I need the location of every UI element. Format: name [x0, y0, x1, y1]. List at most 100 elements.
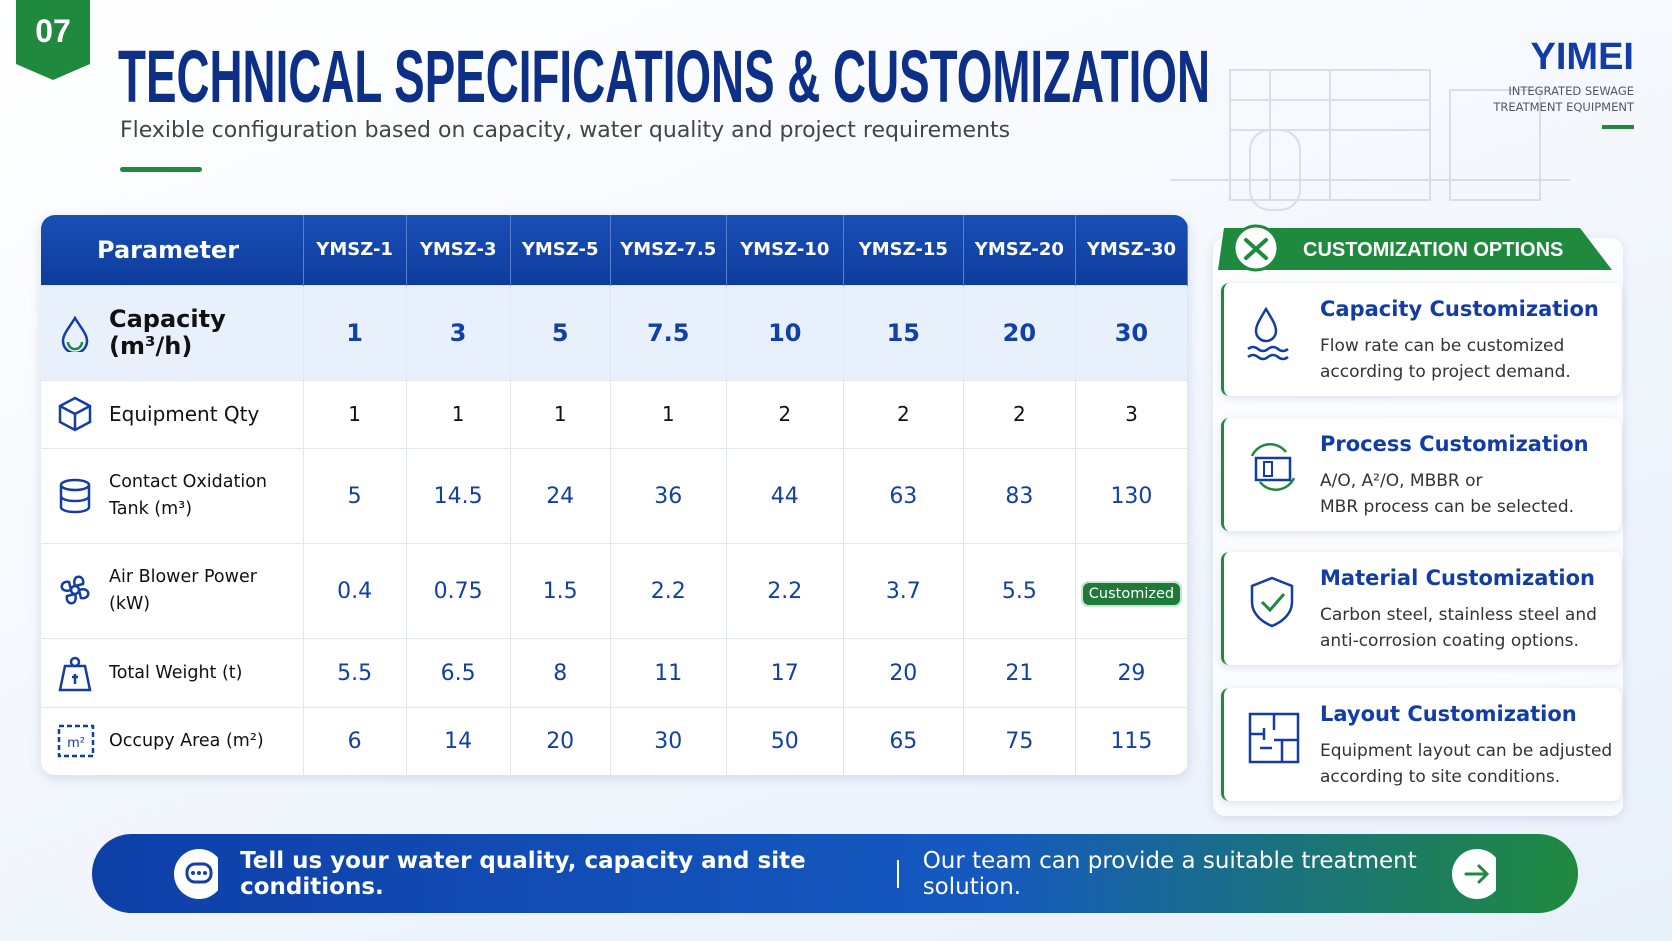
value: 7.5 — [646, 318, 690, 347]
option-card: Capacity Customization Flow rate can be c… — [1221, 283, 1621, 396]
row-label-cell: m² Occupy Area (m²) — [41, 706, 304, 775]
value-cell: 0.4 — [303, 543, 407, 639]
value: 29 — [1117, 660, 1146, 686]
row-label-cell: Equipment Qty — [41, 379, 304, 449]
value-cell: 30 — [1075, 284, 1188, 381]
icon-part — [1260, 593, 1286, 613]
row-label-text: Equipment Qty — [109, 401, 260, 426]
value-cell: 3 — [1075, 379, 1188, 449]
value-cell: 21 — [963, 638, 1076, 708]
row-label-text: Contact Oxidation Tank (m³) — [109, 472, 267, 520]
column-header: YMSZ-10 — [726, 215, 844, 285]
row-icon: m² — [57, 725, 95, 758]
value-cell: 8 — [510, 638, 611, 708]
column-header: YMSZ-1 — [303, 215, 407, 285]
row-icon — [61, 315, 89, 352]
value-cell: 50 — [726, 706, 844, 775]
icon-part: m² — [67, 736, 85, 751]
value-cell: 1 — [303, 284, 407, 381]
value-cell: 75 — [963, 706, 1076, 775]
icon-part — [72, 674, 78, 685]
value: 20 — [1002, 318, 1037, 347]
icon-part — [58, 396, 92, 432]
description-line: Flow rate can be customized — [1320, 336, 1565, 356]
value: 20 — [546, 728, 575, 754]
value-cell: 2.2 — [726, 543, 844, 639]
row-label: Equipment Qty — [57, 395, 302, 433]
divider — [896, 859, 899, 888]
brand-tagline-1: INTEGRATED SEWAGE — [1508, 84, 1634, 98]
table-row: Contact Oxidation Tank (m³) 5 14.5 24 36 44 63… — [41, 448, 1188, 544]
value: 0.4 — [337, 578, 373, 604]
value: 3.7 — [885, 578, 921, 604]
option-description: A/O, A²/O, MBBR or MBR process can be sel… — [1320, 468, 1574, 520]
row-label-text: Total Weight (t) — [109, 662, 243, 683]
subtitle: Flexible configuration based on capacity… — [120, 118, 1011, 143]
value: 5 — [551, 318, 569, 347]
row-label: Contact Oxidation Tank (m³) — [57, 469, 302, 523]
column-header: YMSZ-30 — [1075, 215, 1188, 285]
value: 0.75 — [433, 578, 483, 604]
option-icon — [1248, 712, 1300, 764]
value: 1 — [661, 402, 675, 427]
value: 6 — [347, 728, 362, 754]
icon-part — [1263, 461, 1273, 477]
value-cell: 20 — [963, 284, 1076, 381]
description-line: anti-corrosion coating options. — [1320, 631, 1579, 651]
value-cell: 83 — [963, 448, 1076, 544]
value-cell: 3 — [406, 284, 511, 381]
value: 2.2 — [767, 578, 803, 604]
row-label: Total Weight (t) — [57, 654, 302, 692]
icon-part — [66, 341, 84, 350]
table-row: Air Blower Power (kW) 0.4 0.75 1.5 2.2 2.2 3.7… — [41, 543, 1188, 639]
row-label: Capacity (m³/h) — [57, 304, 302, 360]
value: 130 — [1110, 483, 1153, 509]
table-row: m² Occupy Area (m²) 6 14 20 30 50 65 75 115 — [41, 706, 1188, 775]
value-cell: 11 — [610, 638, 727, 708]
icon-part — [69, 656, 81, 668]
value: 15 — [886, 318, 921, 347]
icon-part — [1250, 576, 1294, 628]
value: 11 — [654, 660, 683, 686]
value: 1.5 — [542, 578, 578, 604]
options-title: CUSTOMIZATION OPTIONS — [1303, 239, 1563, 261]
badge-number: 07 — [35, 13, 71, 49]
option-icon — [1250, 576, 1294, 628]
row-label-cell: Air Blower Power (kW) — [41, 543, 304, 639]
option-title: Capacity Customization — [1320, 297, 1599, 321]
footer-note: Our team can provide a suitable treatmen… — [922, 847, 1417, 900]
value-cell: 115 — [1075, 706, 1188, 775]
badge: 07 — [16, 0, 90, 80]
value: 24 — [546, 483, 575, 509]
row-icon — [59, 478, 91, 514]
value: 83 — [1005, 483, 1034, 509]
option-card: Process Customization A/O, A²/O, MBBR or M… — [1221, 418, 1621, 531]
column-header: YMSZ-3 — [406, 215, 511, 285]
value: 21 — [1005, 660, 1034, 686]
description-line: Equipment layout can be adjusted — [1320, 741, 1613, 761]
value: 20 — [889, 660, 918, 686]
footer-bar: Tell us your water quality, capacity and… — [92, 834, 1578, 913]
value-cell: 65 — [843, 706, 964, 775]
accent-line — [120, 167, 202, 172]
title-box: TECHNICAL SPECIFICATIONS & CUSTOMIZATION — [118, 38, 1210, 110]
row-icon — [58, 396, 92, 432]
column-header: Parameter — [41, 215, 304, 285]
value-cell: 5 — [510, 284, 611, 381]
arrow-button[interactable] — [1451, 848, 1496, 899]
value-cell: 44 — [726, 448, 844, 544]
row-label-text: Air Blower Power (kW) — [109, 567, 257, 615]
row-label-text: Capacity (m³/h) — [109, 304, 226, 360]
value-cell: 2 — [963, 379, 1076, 449]
brand-name: YIMEI — [1530, 36, 1634, 78]
value-cell: 15 — [843, 284, 964, 381]
value: 1 — [346, 318, 363, 347]
value: 63 — [889, 483, 918, 509]
header-row: Parameter YMSZ-1 YMSZ-3 YMSZ-5 YMSZ-7.5 YMSZ-… — [41, 215, 1188, 285]
plant-illustration — [1170, 69, 1570, 211]
table: Parameter YMSZ-1 YMSZ-3 YMSZ-5 YMSZ-7.5 YMSZ-… — [41, 215, 1188, 775]
value: 1 — [348, 402, 361, 427]
value: 8 — [553, 660, 568, 686]
value-cell: 10 — [726, 284, 844, 381]
value: 6.5 — [440, 660, 476, 686]
